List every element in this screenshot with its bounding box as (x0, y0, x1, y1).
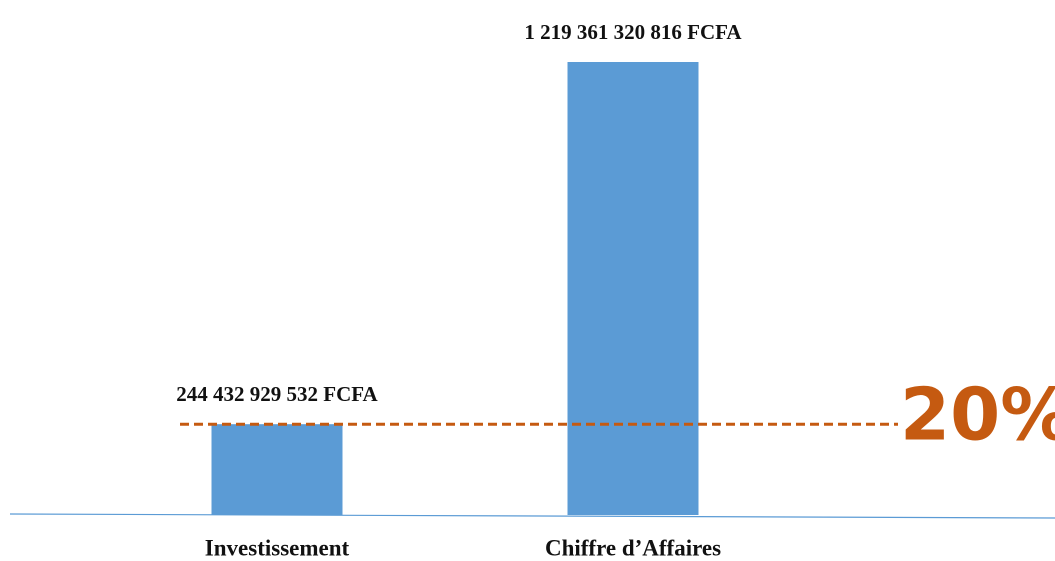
baseline (9, 513, 1055, 519)
bar (567, 62, 699, 515)
value-label: 244 432 929 532 FCFA (176, 382, 378, 406)
value-label: 1 219 361 320 816 FCFA (524, 20, 742, 44)
category-label: Chiffre d’Affaires (545, 535, 721, 560)
category-label: Investissement (205, 535, 350, 560)
annotation: 20% (900, 373, 1055, 457)
bar (211, 424, 343, 515)
